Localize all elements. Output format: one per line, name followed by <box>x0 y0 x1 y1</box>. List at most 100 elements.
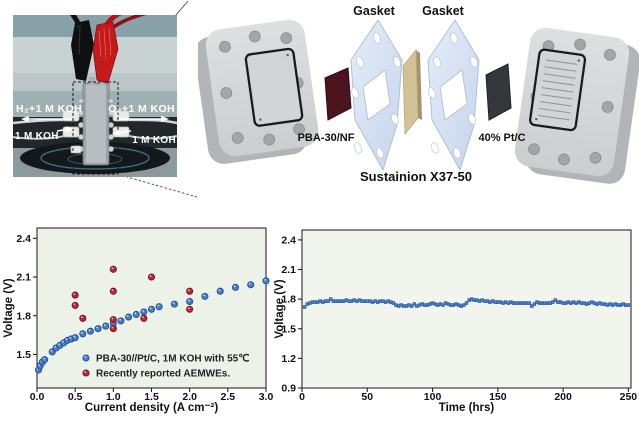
x-tick-label: 250 <box>620 391 638 403</box>
plot-border <box>301 229 632 389</box>
plot-area <box>302 230 631 388</box>
data-point <box>186 287 194 295</box>
y-tick-label: 1.8 <box>16 310 31 322</box>
data-point <box>71 301 79 309</box>
data-point-highlight <box>111 326 114 329</box>
data-point-highlight <box>111 317 114 320</box>
data-point-highlight <box>58 343 60 346</box>
data-point-highlight <box>61 340 64 343</box>
legend-label: PBA-30//Pt/C, 1M KOH with 55℃ <box>96 354 249 365</box>
arrow-koh-left-in <box>56 126 74 133</box>
gasket-left-window <box>362 69 391 121</box>
legend-marker <box>82 369 90 377</box>
data-point-highlight <box>233 285 236 288</box>
end-plate-right <box>514 27 639 184</box>
data-point-highlight <box>111 267 114 270</box>
data-point-highlight <box>69 336 72 339</box>
gasket-left-holes <box>351 32 401 159</box>
data-point <box>79 330 87 338</box>
gasket-left <box>350 19 403 171</box>
data-point <box>412 302 417 306</box>
data-point-highlight <box>142 309 144 312</box>
gasket-right-window <box>439 69 468 121</box>
label-gasket-left: Gasket <box>353 4 396 18</box>
data-point-highlight <box>119 318 122 321</box>
data-point <box>94 325 102 333</box>
legend-marker-highlight <box>84 370 87 373</box>
leader-line-bottom <box>116 173 198 198</box>
membrane-edge <box>416 50 422 120</box>
data-point <box>532 302 537 306</box>
data-point-highlight <box>73 293 76 295</box>
legend-marker <box>82 354 90 362</box>
data-point <box>86 327 94 335</box>
label-anode: PBA-30/NF <box>298 132 355 144</box>
data-point <box>409 304 414 308</box>
membrane-sheet <box>402 48 422 136</box>
x-tick-label: 0.5 <box>68 391 83 403</box>
polarization-chart: 0.0 0.5 1.0 1.5 2.0 2.5 3.0 1.5 1.8 2.1 2.4 Current… <box>3 227 274 414</box>
y-tick-label: 0.9 <box>281 383 296 395</box>
data-point-highlight <box>38 364 41 366</box>
flow-field-channels <box>537 59 578 121</box>
data-point-highlight <box>80 316 83 319</box>
x-axis-title: Time (hrs) <box>439 402 495 414</box>
data-point-highlight <box>172 302 175 304</box>
gasket-right-holes <box>428 32 478 159</box>
x-tick-label: 200 <box>554 391 572 403</box>
data-point <box>170 300 178 308</box>
arrow-koh-right-in <box>112 129 132 136</box>
cell-stud-left <box>89 77 95 85</box>
x-axis-title: Current density (A cm⁻²) <box>85 402 219 414</box>
data-point <box>302 305 307 309</box>
data-point <box>527 301 531 305</box>
data-point <box>109 316 117 324</box>
photo-label-h2: H₂+1 M KOH <box>16 103 82 115</box>
flow-field-left <box>244 47 304 127</box>
data-point-highlight <box>126 314 129 317</box>
flow-port <box>535 117 538 121</box>
membrane-face <box>402 48 419 136</box>
legend-label: Recently reported AEMWEs. <box>96 369 230 380</box>
data-point-highlight <box>73 303 76 306</box>
data-point <box>247 281 255 289</box>
data-point <box>262 277 270 285</box>
data-point <box>102 322 110 330</box>
data-point <box>553 298 558 302</box>
cathode-sheet-ptc <box>485 63 512 121</box>
data-point <box>186 305 194 313</box>
x-tick-label: 150 <box>489 391 507 403</box>
data-point-highlight <box>42 357 45 360</box>
data-point <box>462 303 466 307</box>
data-point-highlight <box>248 282 251 285</box>
data-point <box>550 300 555 304</box>
data-point-highlight <box>54 345 57 348</box>
label-membrane: Sustainion X37-50 <box>360 169 472 184</box>
y-axis-title: Voltage (V) <box>274 279 286 338</box>
alligator-clip-black <box>71 20 94 81</box>
data-point-highlight <box>65 338 68 341</box>
data-point <box>231 283 240 291</box>
x-tick-label: 100 <box>424 391 442 403</box>
x-tick-label: 50 <box>361 391 373 403</box>
data-point-highlight <box>50 349 53 352</box>
data-point-highlight <box>96 326 99 329</box>
data-point <box>186 297 194 306</box>
data-point <box>109 325 117 333</box>
data-point <box>147 305 156 313</box>
y-axis-title: Voltage (V) <box>3 278 15 337</box>
y-tick-label: 2.1 <box>16 272 31 284</box>
y-tick-label: 2.4 <box>281 234 296 246</box>
x-tick-label: 0.0 <box>30 391 45 403</box>
data-point <box>71 334 79 342</box>
data-point <box>41 356 49 364</box>
x-tick-label: 3.0 <box>259 391 274 403</box>
data-point-highlight <box>203 294 205 297</box>
anode-sheet-pba30nf <box>324 67 352 121</box>
flow-field-right <box>528 48 587 132</box>
data-point <box>79 314 87 322</box>
photo-top-band <box>13 15 177 37</box>
data-point <box>147 273 156 281</box>
x-tick-label: 2.5 <box>221 391 236 403</box>
